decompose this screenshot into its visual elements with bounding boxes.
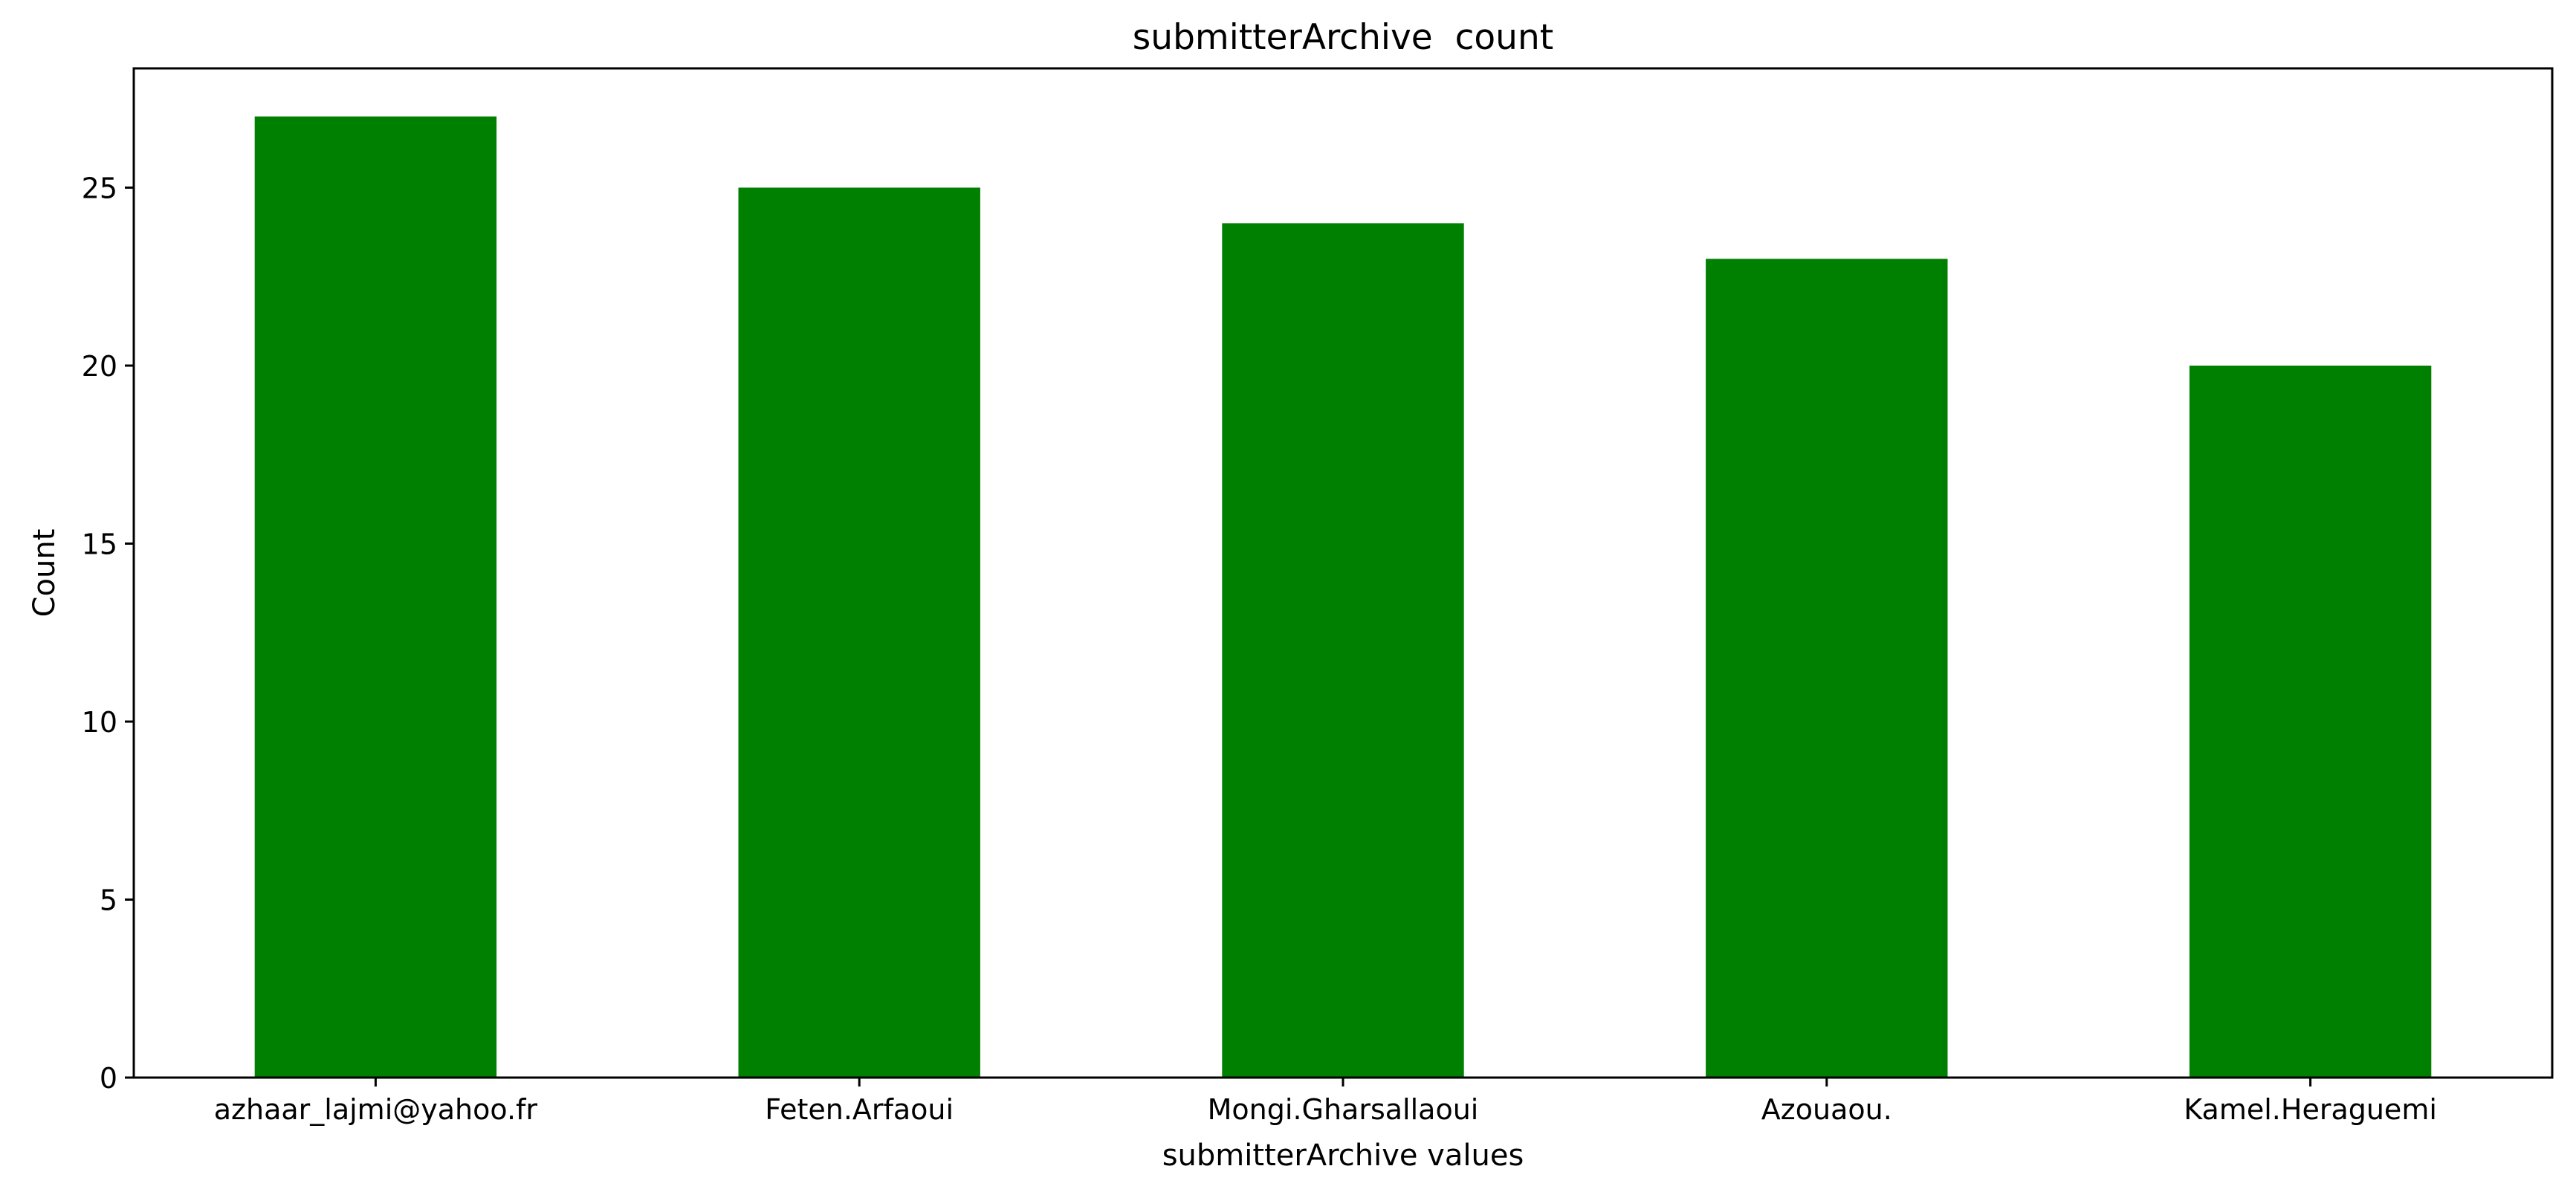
plot-frame	[132, 67, 2554, 1079]
bar	[1706, 259, 1948, 1078]
x-tick-label: Azouaou.	[1761, 1093, 1892, 1126]
y-tick-label: 0	[100, 1062, 117, 1095]
x-tick-label: Kamel.Heraguemi	[2184, 1093, 2437, 1126]
chart-title: submitterArchive count	[1133, 17, 1553, 58]
x-tick-label: azhaar_lajmi@yahoo.fr	[214, 1093, 538, 1126]
bar	[1222, 223, 1464, 1078]
y-tick-label: 10	[82, 706, 117, 739]
y-axis-label: Count	[27, 529, 62, 618]
x-tick-label: Mongi.Gharsallaoui	[1208, 1093, 1479, 1126]
y-tick-label: 25	[82, 172, 117, 204]
bar	[254, 116, 497, 1078]
bar	[738, 187, 980, 1078]
x-axis: azhaar_lajmi@yahoo.fr Feten.Arfaoui Mongi.…	[214, 1078, 2437, 1126]
y-tick-label: 5	[100, 884, 117, 916]
x-axis-label: submitterArchive values	[1162, 1139, 1524, 1173]
bar	[2189, 365, 2432, 1078]
y-tick-label: 15	[82, 528, 117, 560]
y-tick-label: 20	[82, 350, 117, 383]
x-tick-label: Feten.Arfaoui	[765, 1093, 954, 1126]
bars-layer	[254, 116, 2432, 1078]
y-axis: 0 5 10 15 20 25	[82, 172, 134, 1095]
